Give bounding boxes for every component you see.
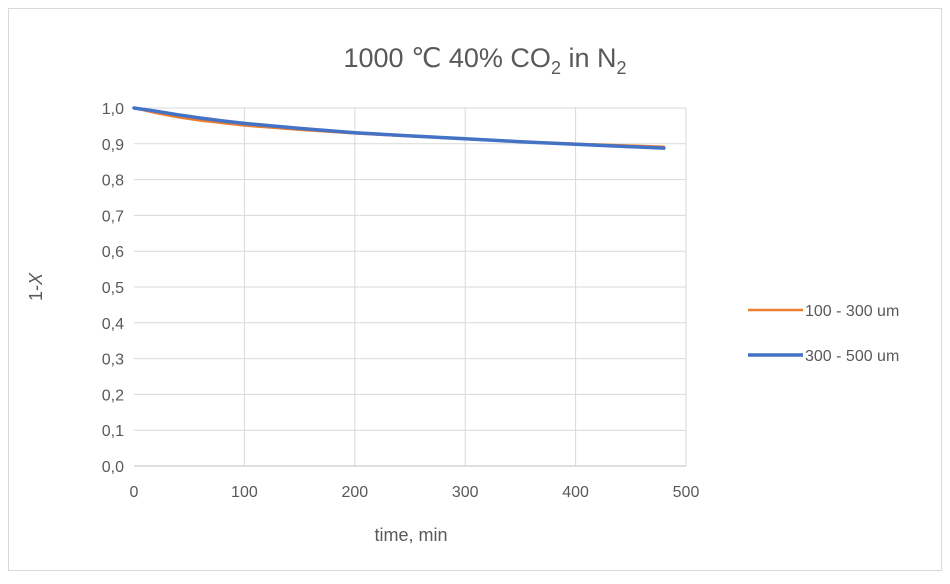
x-tick-labels: 0 100 200 300 400 500 [130, 484, 700, 501]
series-line-2 [132, 106, 666, 150]
legend-label-2: 300 - 500 um [805, 348, 899, 365]
x-tick-label: 0 [130, 484, 139, 501]
chart-title: 1000 ℃ 40% CO2 in N2 [344, 43, 627, 78]
chart-title-sub1: 2 [551, 58, 561, 78]
chart-title-main: 1000 ℃ 40% CO [344, 43, 551, 73]
y-tick-label: 0,8 [102, 173, 124, 190]
legend-label-1: 100 - 300 um [805, 303, 899, 320]
y-tick-label: 0,4 [102, 316, 124, 333]
y-tick-label: 0,9 [102, 137, 124, 154]
x-tick-label: 500 [673, 484, 700, 501]
y-tick-label: 0,3 [102, 352, 124, 369]
y-tick-label: 0,6 [102, 244, 124, 261]
chart-title-mid: in N [561, 43, 617, 73]
x-tick-label: 300 [452, 484, 479, 501]
y-axis-label-var: X [26, 272, 46, 286]
y-axis-label-prefix: 1- [26, 285, 46, 301]
y-tick-label: 0,0 [102, 459, 124, 476]
legend: 100 - 300 um 300 - 500 um [748, 303, 899, 365]
chart-border [8, 8, 942, 571]
y-tick-label: 0,5 [102, 280, 124, 297]
gridlines [134, 107, 687, 466]
y-axis-label: 1-X [26, 272, 46, 301]
series-lines [132, 106, 666, 150]
x-tick-label: 200 [341, 484, 368, 501]
y-tick-label: 0,7 [102, 208, 124, 225]
y-tick-label: 0,1 [102, 423, 124, 440]
x-tick-label: 400 [562, 484, 589, 501]
y-tick-label: 0,2 [102, 387, 124, 404]
y-tick-labels: 0,0 0,1 0,2 0,3 0,4 0,5 0,6 0,7 0,8 0,9 1,0 [102, 101, 124, 476]
x-axis-label: time, min [374, 525, 447, 545]
x-tick-label: 100 [231, 484, 258, 501]
y-tick-label: 1,0 [102, 101, 124, 118]
chart-title-sub2: 2 [616, 58, 626, 78]
